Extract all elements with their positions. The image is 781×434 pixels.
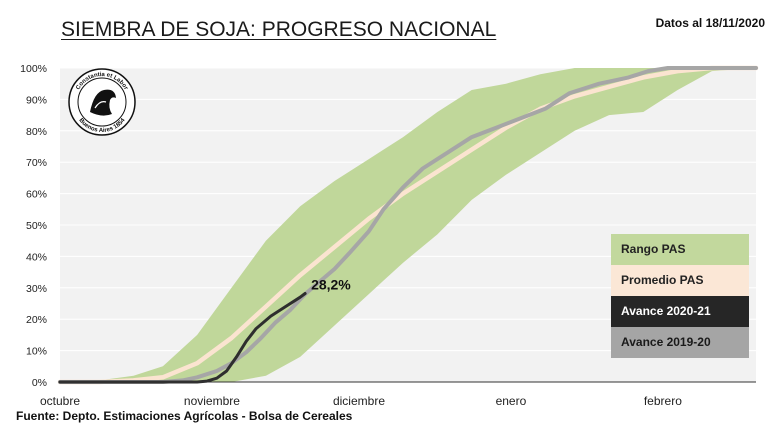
- y-tick-label: 10%: [26, 346, 47, 358]
- x-tick-label: enero: [496, 394, 527, 408]
- legend-item: Avance 2020-21: [611, 296, 749, 327]
- series-group: [57, 65, 759, 385]
- data-date: Datos al 18/11/2020: [655, 16, 765, 30]
- y-tick-label: 90%: [26, 94, 47, 106]
- y-tick-label: 60%: [26, 189, 47, 201]
- legend-swatch: [611, 296, 749, 327]
- legend-label: Promedio PAS: [621, 273, 703, 287]
- x-axis-labels: octubre noviembre diciembre enero febrero: [40, 394, 682, 408]
- series-promedio-pas-line: [57, 65, 759, 385]
- y-tick-label: 100%: [20, 63, 47, 75]
- y-axis-labels: 0% 10% 20% 30% 40% 50% 60% 70% 80% 90% 100%: [20, 63, 47, 389]
- legend-item: Avance 2019-20: [611, 327, 749, 358]
- x-tick-label: noviembre: [184, 394, 240, 408]
- legend-label: Rango PAS: [621, 242, 685, 256]
- bolsa-logo: Constantia et Labor Buenos Aires 1854: [68, 68, 136, 136]
- source-note: Fuente: Depto. Estimaciones Agrícolas - …: [16, 409, 353, 423]
- y-tick-label: 40%: [26, 251, 47, 263]
- x-tick-label: febrero: [644, 394, 682, 408]
- legend-swatch: [611, 327, 749, 358]
- y-tick-label: 0%: [32, 377, 47, 389]
- series-rango-pas-band: [60, 68, 756, 382]
- legend-item: Promedio PAS: [611, 265, 749, 296]
- legend-swatch: [611, 265, 749, 296]
- y-tick-label: 50%: [26, 220, 47, 232]
- legend-label: Avance 2020-21: [621, 304, 711, 318]
- y-tick-label: 30%: [26, 283, 47, 295]
- y-tick-label: 70%: [26, 157, 47, 169]
- legend: Rango PAS Promedio PAS Avance 2020-21 Avanc…: [611, 234, 749, 358]
- legend-item: Rango PAS: [611, 234, 749, 265]
- current-value-label: 28,2%: [311, 276, 351, 292]
- y-tick-label: 20%: [26, 314, 47, 326]
- y-tick-label: 80%: [26, 126, 47, 138]
- x-tick-label: diciembre: [333, 394, 385, 408]
- legend-label: Avance 2019-20: [621, 335, 711, 349]
- legend-swatch: [611, 234, 749, 265]
- x-tick-label: octubre: [40, 394, 80, 408]
- chart-title: SIEMBRA DE SOJA: PROGRESO NACIONAL: [61, 18, 497, 41]
